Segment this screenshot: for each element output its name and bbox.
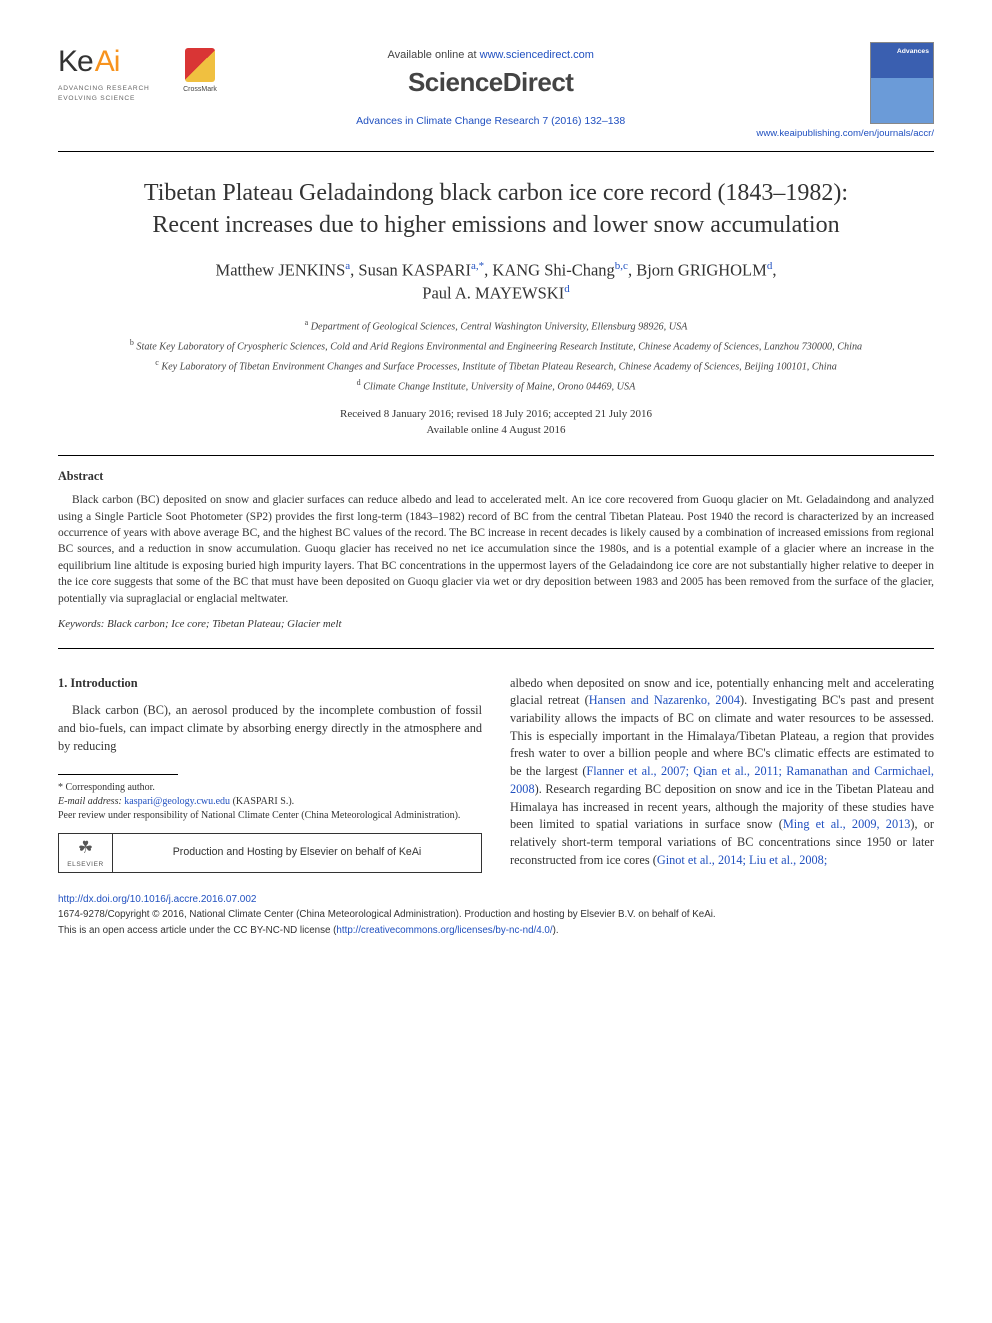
title-line-2: Recent increases due to higher emissions… xyxy=(152,212,839,238)
title-line-1: Tibetan Plateau Geladaindong black carbo… xyxy=(144,180,848,206)
section-1-heading: 1. Introduction xyxy=(58,675,482,693)
email-footnote: E-mail address: kaspari@geology.cwu.edu … xyxy=(58,795,482,809)
author-1: Matthew JENKINS xyxy=(216,261,346,280)
citation-line: Advances in Climate Change Research 7 (2… xyxy=(225,114,756,128)
author-5: Paul A. MAYEWSKI xyxy=(422,284,564,303)
article-title: Tibetan Plateau Geladaindong black carbo… xyxy=(58,178,934,241)
email-link[interactable]: kaspari@geology.cwu.edu xyxy=(124,796,230,807)
abstract-heading: Abstract xyxy=(58,468,934,484)
cc-prefix: This is an open access article under the… xyxy=(58,925,336,936)
crossmark-badge[interactable]: CrossMark xyxy=(175,48,225,94)
abstract-bottom-rule xyxy=(58,648,934,649)
production-hosting-box: ☘ ELSEVIER Production and Hosting by Els… xyxy=(58,833,482,873)
elsevier-logo-box: ☘ ELSEVIER xyxy=(59,834,113,872)
intro-para-left: Black carbon (BC), an aerosol produced b… xyxy=(58,702,482,755)
column-right: albedo when deposited on snow and ice, p… xyxy=(510,675,934,873)
body-columns: 1. Introduction Black carbon (BC), an ae… xyxy=(58,675,934,873)
elsevier-label: ELSEVIER xyxy=(67,860,104,869)
copyright-line-2: This is an open access article under the… xyxy=(58,924,934,938)
abstract-text: Black carbon (BC) deposited on snow and … xyxy=(58,492,934,607)
affiliation-d-text: Climate Change Institute, University of … xyxy=(363,382,635,393)
affiliation-b-text: State Key Laboratory of Cryospheric Scie… xyxy=(136,341,862,352)
dates-line-2: Available online 4 August 2016 xyxy=(426,424,565,436)
email-label: E-mail address: xyxy=(58,796,124,807)
journal-url-link[interactable]: www.keaipublishing.com/en/journals/accr/ xyxy=(756,128,934,141)
journal-cover-title: Advances xyxy=(897,47,929,56)
crossmark-icon xyxy=(185,48,215,82)
affiliation-b: b State Key Laboratory of Cryospheric Sc… xyxy=(58,337,934,355)
intro-para-right: albedo when deposited on snow and ice, p… xyxy=(510,675,934,870)
abstract-top-rule xyxy=(58,455,934,456)
author-list: Matthew JENKINSa, Susan KASPARIa,*, KANG… xyxy=(58,259,934,305)
cite-ginot-liu[interactable]: Ginot et al., 2014; Liu et al., 2008; xyxy=(657,853,827,867)
keywords-text: Black carbon; Ice core; Tibetan Plateau;… xyxy=(104,618,341,630)
corresponding-author-note: * Corresponding author. xyxy=(58,781,482,795)
affiliation-d: d Climate Change Institute, University o… xyxy=(58,377,934,395)
keai-tagline-1: ADVANCING RESEARCH xyxy=(58,85,163,94)
dates-line-1: Received 8 January 2016; revised 18 July… xyxy=(340,408,652,420)
column-left: 1. Introduction Black carbon (BC), an ae… xyxy=(58,675,482,873)
header-rule xyxy=(58,151,934,152)
header-center: Available online at www.sciencedirect.co… xyxy=(225,42,756,128)
footnote-rule xyxy=(58,774,178,775)
keywords-label: Keywords: xyxy=(58,618,104,630)
doi-link[interactable]: http://dx.doi.org/10.1016/j.accre.2016.0… xyxy=(58,893,934,907)
author-3-aff: b,c xyxy=(615,260,628,272)
available-online-text: Available online at www.sciencedirect.co… xyxy=(225,48,756,63)
author-5-aff: d xyxy=(564,283,570,295)
author-4: Bjorn GRIGHOLM xyxy=(636,261,767,280)
cc-suffix: ). xyxy=(553,925,559,936)
keai-logo: Ke Ai ADVANCING RESEARCH EVOLVING SCIENC… xyxy=(58,42,163,104)
article-dates: Received 8 January 2016; revised 18 July… xyxy=(58,406,934,439)
available-url-link[interactable]: www.sciencedirect.com xyxy=(480,49,594,61)
author-2-aff: a,* xyxy=(471,260,484,272)
affiliation-c-text: Key Laboratory of Tibetan Environment Ch… xyxy=(161,362,836,373)
header-row: Ke Ai ADVANCING RESEARCH EVOLVING SCIENC… xyxy=(58,42,934,141)
author-1-aff: a xyxy=(345,260,350,272)
affiliation-c: c Key Laboratory of Tibetan Environment … xyxy=(58,357,934,375)
affiliation-a: a Department of Geological Sciences, Cen… xyxy=(58,317,934,335)
keai-tagline-2: EVOLVING SCIENCE xyxy=(58,95,163,104)
available-prefix: Available online at xyxy=(387,49,479,61)
cite-hansen-2004[interactable]: Hansen and Nazarenko, 2004 xyxy=(589,693,740,707)
copyright-line-1: 1674-9278/Copyright © 2016, National Cli… xyxy=(58,908,934,922)
cite-ming-etal[interactable]: Ming et al., 2009, 2013 xyxy=(783,817,911,831)
keai-ai: Ai xyxy=(95,42,120,83)
affiliation-a-text: Department of Geological Sciences, Centr… xyxy=(311,321,688,332)
production-hosting-text: Production and Hosting by Elsevier on be… xyxy=(113,845,481,860)
elsevier-tree-icon: ☘ xyxy=(78,836,93,860)
header-right: Advances www.keaipublishing.com/en/journ… xyxy=(756,42,934,141)
author-3: KANG Shi-Chang xyxy=(492,261,614,280)
author-4-aff: d xyxy=(767,260,773,272)
keywords-line: Keywords: Black carbon; Ice core; Tibeta… xyxy=(58,617,934,632)
sciencedirect-logo: ScienceDirect xyxy=(225,65,756,100)
author-2: Susan KASPARI xyxy=(358,261,471,280)
cc-license-link[interactable]: http://creativecommons.org/licenses/by-n… xyxy=(336,925,552,936)
email-suffix: (KASPARI S.). xyxy=(230,796,294,807)
journal-cover-thumbnail: Advances xyxy=(870,42,934,124)
peer-review-note: Peer review under responsibility of Nati… xyxy=(58,809,482,823)
keai-ke: Ke xyxy=(58,42,93,83)
crossmark-label: CrossMark xyxy=(175,85,225,94)
